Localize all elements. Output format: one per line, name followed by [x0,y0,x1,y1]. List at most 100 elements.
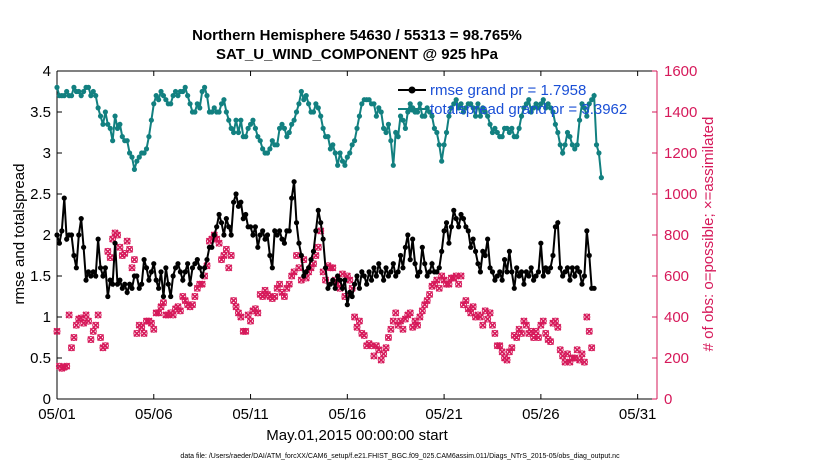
obs-assimilated-marker [239,327,247,335]
obs-assimilated-marker [493,342,501,350]
totalspread-marker [543,105,549,111]
obs-possible-marker [578,350,586,358]
totalspread-marker [371,101,377,107]
obs-assimilated-marker [382,344,390,352]
rmse-marker [579,281,585,287]
rmse-marker [100,273,106,279]
rmse-marker [460,216,467,222]
obs-possible-marker [518,329,526,337]
rmse-marker [107,277,113,283]
totalspread-marker [560,150,566,156]
totalspread-marker [274,142,280,148]
obs-assimilated-marker [280,292,288,301]
rmse-marker [419,244,425,250]
obs-assimilated-marker [159,299,168,307]
rmse-marker [552,224,558,230]
totalspread-marker [264,150,271,156]
totalspread-marker [441,142,447,148]
x-tick-label: 05/31 [619,406,657,423]
rmse-marker [221,232,227,238]
totalspread-marker [385,121,392,127]
rmse-marker [351,281,358,287]
obs-assimilated-marker [89,327,97,335]
totalspread-marker [499,134,505,140]
totalspread-marker [443,129,450,136]
totalspread-marker [506,129,513,136]
totalspread-marker [192,109,198,115]
rmse-marker [315,207,321,213]
rmse-marker [436,265,442,271]
obs-assimilated-marker [413,321,422,329]
rmse-marker [233,191,239,197]
obs-assimilated-marker [251,305,259,313]
rmse-marker [291,179,297,185]
totalspread-marker [402,125,408,131]
obs-assimilated-marker [285,280,293,288]
totalspread-marker [180,88,186,95]
obs-assimilated-marker [580,358,588,366]
rmse-marker [381,277,387,283]
obs-possible-marker [254,309,262,317]
rmse-marker [376,261,382,267]
totalspread-marker [313,101,319,107]
obs-possible-marker [539,317,547,325]
rmse-marker [71,252,77,259]
rmse-marker [272,228,278,234]
rmse-marker [76,232,82,238]
y-tick-label: 4 [43,63,51,80]
rmse-marker [468,244,474,250]
totalspread-marker [117,121,123,127]
totalspread-marker [325,134,331,140]
rmse-marker [557,265,563,271]
rmse-marker [298,252,304,259]
obs-possible-marker [382,344,390,352]
obs-assimilated-marker [283,284,291,292]
obs-assimilated-marker [237,313,245,321]
obs-assimilated-marker [133,329,141,337]
totalspread-marker [276,125,283,131]
obs-possible-marker [314,243,322,251]
rmse-marker [114,281,121,287]
rmse-marker [301,273,307,279]
chart-subtitle: SAT_U_WIND_COMPONENT @ 925 hPa [216,46,499,63]
rmse-marker [168,293,174,300]
totalspread-marker [228,125,234,131]
obs-possible-marker [580,358,588,366]
rmse-marker [511,285,517,291]
y-tick-label: 3 [43,145,51,162]
obs-possible-marker [554,323,562,331]
obs-assimilated-marker [522,321,530,329]
obs-assimilated-marker [329,264,337,272]
totalspread-marker [581,105,588,111]
rmse-marker [250,232,256,238]
totalspread-marker [381,125,387,131]
obs-assimilated-marker [140,329,148,337]
rmse-marker [88,273,94,279]
obs-assimilated-marker [96,333,105,342]
rmse-marker [407,257,413,263]
totalspread-marker [97,113,104,119]
rmse-marker [247,224,254,230]
obs-assimilated-marker [401,315,409,323]
rmse-marker [335,273,341,279]
totalspread-marker [475,101,481,107]
obs-assimilated-marker [176,307,184,315]
totalspread-marker [584,113,590,119]
totalspread-marker [156,97,162,103]
obs-possible-marker [387,325,395,333]
rmse-marker [494,273,500,279]
obs-assimilated-marker [583,313,591,321]
totalspread-marker [71,84,77,90]
obs-assimilated-marker [554,323,562,331]
obs-assimilated-marker [546,338,555,346]
rmse-marker [235,203,242,209]
totalspread-marker [201,84,208,90]
obs-assimilated-marker [556,346,564,354]
obs-assimilated-marker [94,311,102,319]
totalspread-marker [436,142,442,148]
obs-assimilated-marker [484,315,492,323]
rmse-marker [470,236,476,242]
obs-assimilated-marker [438,272,446,280]
y-tick-label: 2 [43,227,51,244]
rmse-marker [385,273,392,279]
